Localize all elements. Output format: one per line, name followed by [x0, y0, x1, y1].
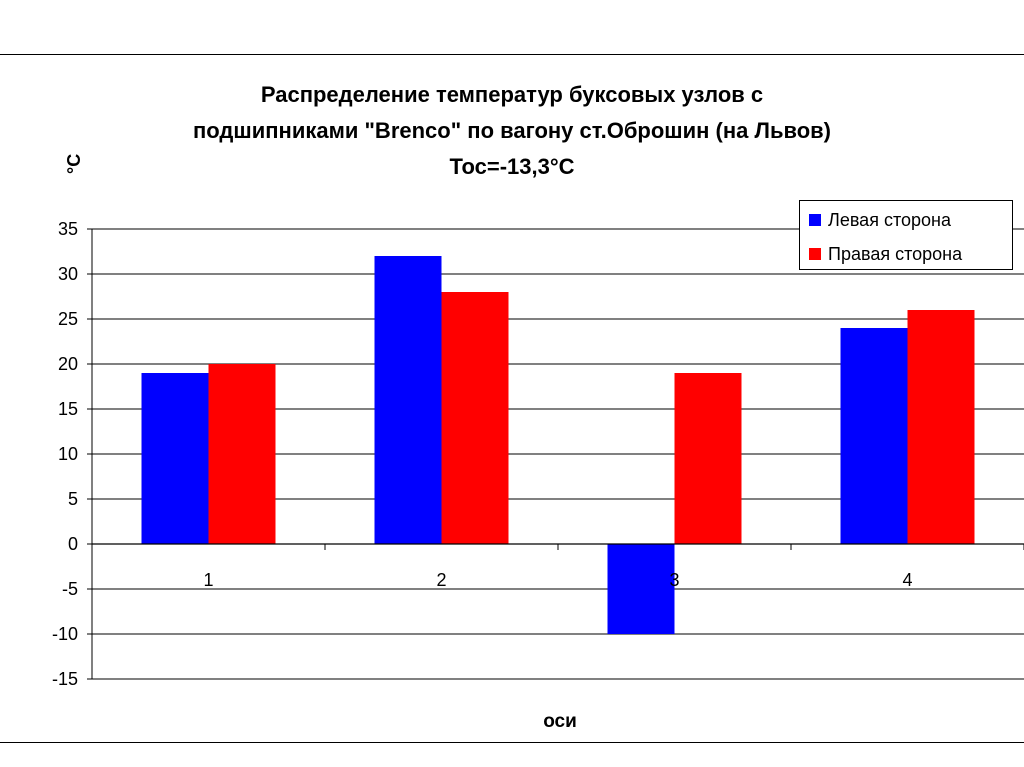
bar-left-side	[141, 373, 209, 544]
x-axis-label: оси	[543, 711, 577, 732]
bar-left-side	[840, 328, 908, 544]
y-tick-label: 5	[68, 489, 78, 509]
y-tick-label: 20	[58, 354, 78, 374]
y-tick-label: 15	[58, 399, 78, 419]
y-tick-label: 30	[58, 264, 78, 284]
bar-left-side	[374, 256, 442, 544]
legend-item-left-side: Левая сторона	[809, 208, 951, 232]
bottom-divider-line	[0, 742, 1024, 743]
legend-label-right: Правая сторона	[828, 243, 963, 264]
x-category-label: 4	[902, 570, 912, 590]
x-category-label: 1	[203, 570, 213, 590]
x-category-label: 2	[436, 570, 446, 590]
chart-title: Распределение температур буксовых узлов …	[192, 82, 832, 179]
bar-right-side	[907, 310, 975, 544]
bar-right-side	[441, 292, 509, 544]
bar-right-side	[208, 364, 276, 544]
legend-item-right-side: Правая сторона	[809, 242, 962, 266]
bar-right-side	[674, 373, 742, 544]
y-tick-label: -5	[62, 579, 78, 599]
top-divider-line	[0, 54, 1024, 55]
legend-swatch-left	[809, 214, 821, 226]
y-tick-label: 0	[68, 534, 78, 554]
legend-label-left: Левая сторона	[828, 209, 951, 230]
y-tick-label: 10	[58, 444, 78, 464]
bar-left-side	[607, 544, 675, 634]
chart-legend: Левая сторона Правая сторона	[799, 200, 1013, 270]
y-tick-label: -15	[52, 669, 78, 689]
legend-swatch-right	[809, 248, 821, 260]
y-tick-label: 25	[58, 309, 78, 329]
y-tick-label: -10	[52, 624, 78, 644]
x-category-label: 3	[669, 570, 679, 590]
y-tick-label: 35	[58, 219, 78, 239]
